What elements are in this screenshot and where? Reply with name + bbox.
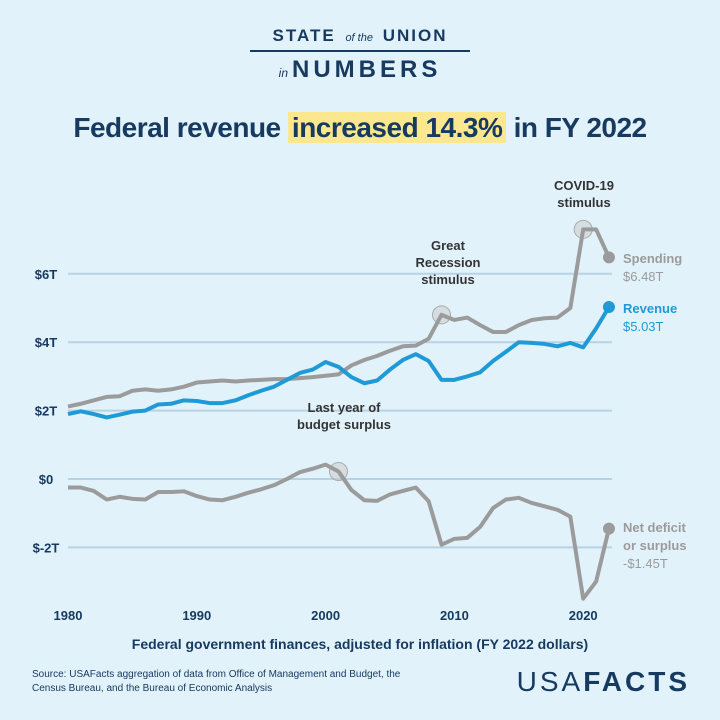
brand-state: STATE xyxy=(272,26,336,45)
brand-of-the: of the xyxy=(345,32,373,44)
y-tick-label: $-2T xyxy=(33,540,60,555)
y-tick-label: $0 xyxy=(39,472,53,487)
annotation-text: stimulus xyxy=(557,195,610,210)
annotation-text: Last year of xyxy=(308,400,382,415)
x-tick-label: 2000 xyxy=(311,608,340,623)
y-tick-label: $6T xyxy=(35,267,57,282)
y-tick-label: $4T xyxy=(35,335,57,350)
title-post: in FY 2022 xyxy=(506,112,648,143)
usafacts-logo: USAFACTS xyxy=(517,666,690,698)
deficit-label-2: or surplus xyxy=(623,538,687,553)
annotation-text: Recession xyxy=(415,255,480,270)
annotation-text: budget surplus xyxy=(297,417,391,432)
source-note: Source: USAFacts aggregation of data fro… xyxy=(32,669,401,694)
revenue-label: Revenue xyxy=(623,301,677,316)
x-tick-label: 2020 xyxy=(569,608,598,623)
annotation-text: Great xyxy=(431,238,466,253)
deficit-value: -$1.45T xyxy=(623,556,668,571)
deficit-end-point xyxy=(602,522,615,535)
annotation-text: COVID-19 xyxy=(554,178,614,193)
spending-end-point xyxy=(602,251,615,264)
brand-line-2: in NUMBERS xyxy=(0,56,720,84)
brand-line-1: STATE of the UNION xyxy=(0,26,720,46)
x-tick-label: 1980 xyxy=(54,608,83,623)
spending-label: Spending xyxy=(623,251,682,266)
spending-value: $6.48T xyxy=(623,269,664,284)
x-axis-label: Federal government finances, adjusted fo… xyxy=(131,636,589,652)
brand-in: in xyxy=(278,66,288,80)
title-pre: Federal revenue xyxy=(73,112,288,143)
logo-facts: FACTS xyxy=(583,666,690,697)
y-tick-label: $2T xyxy=(35,404,57,419)
page-title: Federal revenue increased 14.3% in FY 20… xyxy=(0,112,720,144)
brand-numbers: NUMBERS xyxy=(292,56,442,83)
revenue-line xyxy=(67,305,611,420)
annotation-text: stimulus xyxy=(421,272,474,287)
brand-divider xyxy=(250,50,470,52)
spending-line xyxy=(67,227,611,409)
deficit-line xyxy=(68,462,611,601)
revenue-value: $5.03T xyxy=(623,319,664,334)
deficit-label-1: Net deficit xyxy=(623,520,687,535)
x-tick-label: 2010 xyxy=(440,608,469,623)
logo-usa: USA xyxy=(516,666,584,697)
title-highlight: increased 14.3% xyxy=(287,112,507,143)
brand-union: UNION xyxy=(382,26,448,45)
revenue-end-point xyxy=(602,300,615,313)
x-tick-label: 1990 xyxy=(182,608,211,623)
